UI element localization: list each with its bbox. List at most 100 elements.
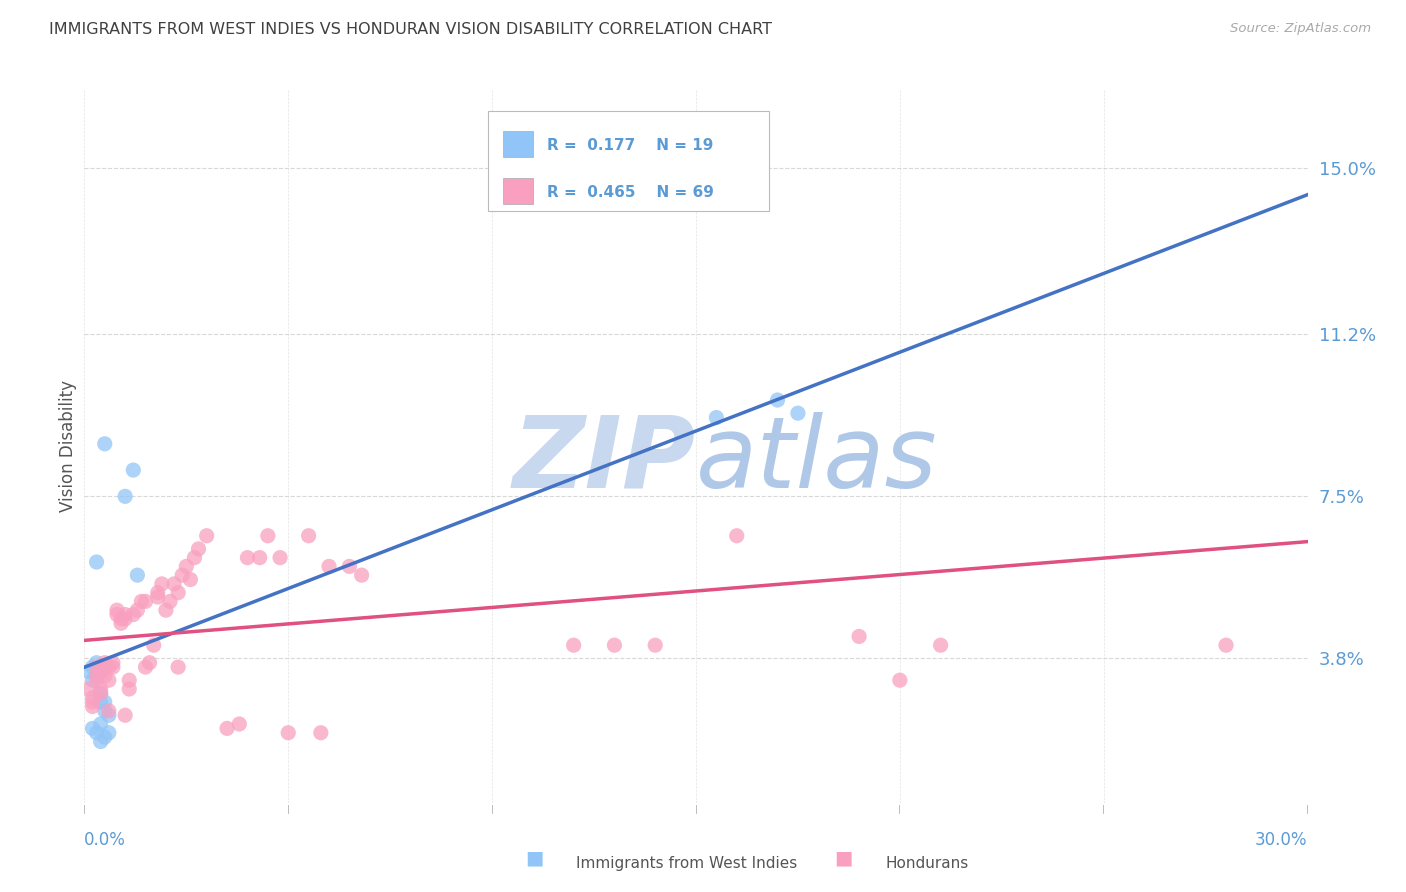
- Point: [179, 573, 201, 587]
- Text: atlas: atlas: [696, 412, 938, 508]
- Point: [82, 660, 104, 674]
- Point: [1215, 638, 1237, 652]
- Point: [236, 550, 259, 565]
- Point: [135, 660, 157, 674]
- Point: [93, 695, 115, 709]
- Point: [562, 638, 585, 652]
- Y-axis label: Vision Disability: Vision Disability: [59, 380, 77, 512]
- Point: [603, 638, 626, 652]
- Text: Source: ZipAtlas.com: Source: ZipAtlas.com: [1230, 22, 1371, 36]
- Point: [929, 638, 952, 652]
- Text: ■: ■: [524, 848, 544, 867]
- Point: [257, 529, 280, 543]
- Point: [110, 612, 132, 626]
- Point: [77, 665, 100, 679]
- Point: [118, 681, 141, 696]
- Point: [277, 725, 299, 739]
- Text: |: |: [287, 805, 290, 814]
- Point: [93, 660, 115, 674]
- Point: [86, 725, 108, 739]
- Point: [82, 699, 104, 714]
- Point: [90, 695, 112, 709]
- Point: [228, 717, 250, 731]
- Point: [90, 665, 112, 679]
- Point: [86, 669, 108, 683]
- Point: [339, 559, 360, 574]
- Point: [90, 686, 112, 700]
- Point: [889, 673, 911, 688]
- Text: IMMIGRANTS FROM WEST INDIES VS HONDURAN VISION DISABILITY CORRELATION CHART: IMMIGRANTS FROM WEST INDIES VS HONDURAN …: [49, 22, 772, 37]
- Point: [249, 550, 271, 565]
- Text: Hondurans: Hondurans: [886, 856, 969, 871]
- Point: [101, 656, 124, 670]
- Point: [97, 708, 120, 723]
- Point: [155, 603, 177, 617]
- Text: |: |: [695, 805, 697, 814]
- Point: [97, 660, 120, 674]
- Point: [90, 734, 112, 748]
- Point: [105, 603, 128, 617]
- Point: [146, 590, 169, 604]
- Point: [105, 607, 128, 622]
- Point: [90, 717, 112, 731]
- Point: [127, 568, 149, 582]
- Point: [644, 638, 666, 652]
- Text: Immigrants from West Indies: Immigrants from West Indies: [576, 856, 797, 871]
- Point: [90, 686, 112, 700]
- Point: [86, 656, 108, 670]
- Point: [93, 669, 115, 683]
- Point: [217, 722, 239, 736]
- Point: [127, 603, 149, 617]
- Point: [93, 704, 115, 718]
- Point: [167, 660, 190, 674]
- Point: [135, 594, 157, 608]
- Point: [90, 681, 112, 696]
- Text: R =  0.177    N = 19: R = 0.177 N = 19: [547, 138, 713, 153]
- Point: [93, 730, 115, 744]
- Point: [114, 612, 136, 626]
- Point: [183, 550, 205, 565]
- Point: [163, 577, 186, 591]
- Point: [159, 594, 181, 608]
- Point: [97, 673, 120, 688]
- Text: |: |: [83, 805, 86, 814]
- Point: [118, 673, 141, 688]
- Point: [131, 594, 153, 608]
- Point: [122, 463, 145, 477]
- Point: [82, 695, 104, 709]
- Point: [167, 585, 190, 599]
- Point: [766, 392, 789, 407]
- FancyBboxPatch shape: [503, 178, 533, 204]
- Text: |: |: [898, 805, 901, 814]
- Text: |: |: [1306, 805, 1309, 814]
- Point: [86, 555, 108, 569]
- Point: [90, 665, 112, 679]
- Point: [101, 660, 124, 674]
- Text: 30.0%: 30.0%: [1256, 831, 1308, 849]
- Point: [150, 577, 173, 591]
- Point: [187, 541, 209, 556]
- Point: [195, 529, 218, 543]
- Point: [787, 406, 810, 420]
- Point: [77, 681, 100, 696]
- Point: [174, 559, 197, 574]
- Point: [82, 673, 104, 688]
- Point: [93, 656, 115, 670]
- Point: [725, 529, 748, 543]
- Text: |: |: [1102, 805, 1105, 814]
- Point: [298, 529, 321, 543]
- Text: R =  0.465    N = 69: R = 0.465 N = 69: [547, 185, 714, 200]
- Point: [93, 437, 115, 451]
- Point: [114, 607, 136, 622]
- FancyBboxPatch shape: [503, 131, 533, 158]
- Point: [97, 704, 120, 718]
- Point: [350, 568, 373, 582]
- Point: [82, 690, 104, 705]
- Point: [110, 616, 132, 631]
- Point: [142, 638, 165, 652]
- Text: ZIP: ZIP: [513, 412, 696, 508]
- Point: [269, 550, 291, 565]
- Text: |: |: [491, 805, 494, 814]
- Point: [318, 559, 340, 574]
- Point: [704, 169, 728, 184]
